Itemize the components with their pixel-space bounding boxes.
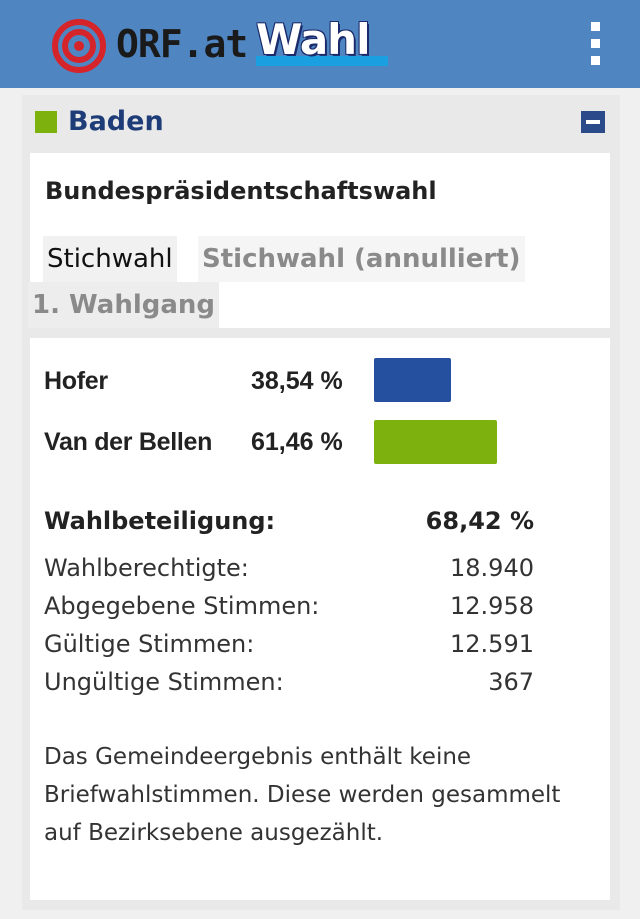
stat-label-abgegebene-stimmen: Abgegebene Stimmen:	[44, 592, 320, 620]
orf-logo-icon[interactable]	[52, 19, 106, 73]
wahl-logo-text: Wahl	[256, 15, 370, 64]
stat-value-wahlberechtigte: 18.940	[450, 554, 534, 582]
stat-value-gueltige-stimmen: 12.591	[450, 630, 534, 658]
minus-square-icon[interactable]	[581, 111, 605, 133]
app-header: ORF.at Wahl	[0, 0, 640, 88]
turnout-label: Wahlbeteiligung:	[44, 507, 276, 535]
tab-stichwahl[interactable]: Stichwahl	[43, 236, 177, 282]
candidate-name-van-der-bellen: Van der Bellen	[44, 428, 213, 456]
tab-stichwahl-annulliert[interactable]: Stichwahl (annulliert)	[198, 236, 525, 282]
candidate-name-hofer: Hofer	[44, 367, 108, 395]
wahl-logo-bar	[256, 56, 388, 66]
region-title: Baden	[68, 106, 164, 137]
candidate-bar-hofer	[374, 358, 451, 402]
candidate-percent-hofer: 38,54 %	[251, 367, 343, 395]
turnout-value: 68,42 %	[425, 507, 534, 535]
election-title: Bundespräsidentschaftswahl	[45, 177, 437, 205]
wahl-logo[interactable]: Wahl	[256, 16, 388, 66]
stat-label-wahlberechtigte: Wahlberechtigte:	[44, 554, 249, 582]
tab-erster-wahlgang[interactable]: 1. Wahlgang	[28, 282, 220, 328]
postal-vote-note: Das Gemeindeergebnis enthält keine Brief…	[44, 744, 561, 846]
region-color-marker	[35, 111, 57, 133]
region-header[interactable]: Baden	[22, 95, 620, 150]
stat-label-ungueltige-stimmen: Ungültige Stimmen:	[44, 668, 284, 696]
stat-value-abgegebene-stimmen: 12.958	[450, 592, 534, 620]
candidate-percent-van-der-bellen: 61,46 %	[251, 428, 343, 456]
stat-value-ungueltige-stimmen: 367	[488, 668, 534, 696]
vertical-dots-icon[interactable]	[588, 22, 604, 66]
candidate-bar-van-der-bellen	[374, 420, 497, 464]
election-card: Bundespräsidentschaftswahl Stichwahl Sti…	[28, 153, 610, 328]
stat-label-gueltige-stimmen: Gültige Stimmen:	[44, 630, 255, 658]
results-card: Hofer 38,54 % Van der Bellen 61,46 % Wah…	[30, 338, 610, 900]
orf-logo-text[interactable]: ORF.at	[116, 22, 248, 66]
